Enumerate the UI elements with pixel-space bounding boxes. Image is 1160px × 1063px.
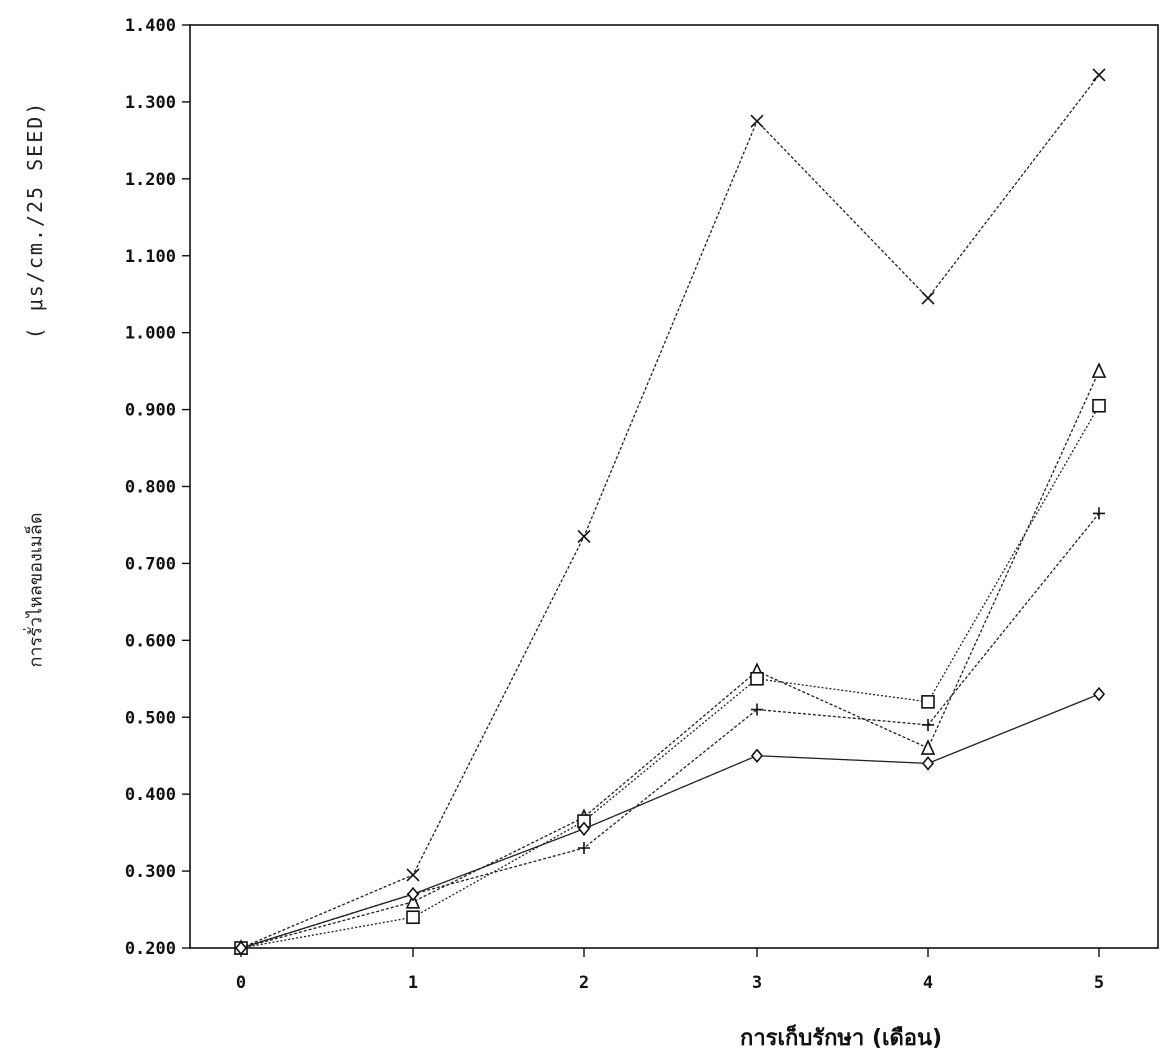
- data-point-diamond: [750, 748, 764, 763]
- series-line-triangle: [240, 370, 1100, 949]
- data-point-plus: [922, 718, 934, 731]
- data-point-plus: [1093, 507, 1105, 520]
- y-tick-label: 0.300: [125, 862, 176, 882]
- data-point-diamond: [921, 756, 935, 771]
- data-point-plus: [578, 842, 590, 855]
- x-tick-label: 5: [1094, 973, 1104, 993]
- x-tick-label: 3: [752, 973, 762, 993]
- data-point-x: [1092, 68, 1106, 82]
- y-tick-label: 1.400: [125, 16, 176, 36]
- series-line-x: [240, 74, 1100, 949]
- data-point-diamond: [406, 886, 420, 902]
- y-tick-label: 1.300: [125, 93, 176, 113]
- y-tick-label: 1.200: [125, 170, 176, 190]
- data-point-diamond: [1092, 686, 1106, 702]
- data-point-x: [577, 529, 591, 544]
- data-point-square: [1092, 398, 1106, 413]
- y-tick-label: 0.200: [125, 939, 176, 959]
- y-tick-label: 0.900: [125, 401, 176, 421]
- data-point-plus: [751, 703, 763, 716]
- data-point-x: [750, 114, 764, 128]
- series-line-square: [240, 405, 1100, 949]
- x-tick-label: 2: [579, 973, 589, 993]
- data-point-x: [406, 868, 420, 882]
- plot-frame: [189, 24, 1159, 949]
- data-point-square: [921, 695, 935, 709]
- data-point-triangle: [1091, 362, 1107, 378]
- series-line-diamond: [240, 693, 1100, 949]
- y-tick-label: 0.400: [125, 785, 176, 805]
- series-line-plus: [240, 513, 1100, 949]
- x-tick-label: 0: [236, 973, 246, 993]
- y-tick-label: 0.800: [125, 478, 176, 498]
- data-point-diamond: [234, 940, 248, 956]
- y-tick-label: 1.100: [125, 247, 176, 267]
- data-point-x: [921, 291, 935, 305]
- y-tick-label: 1.000: [125, 324, 176, 344]
- data-point-triangle: [920, 739, 936, 755]
- x-axis-label: การเก็บรักษา (เดือน): [740, 1026, 943, 1051]
- x-tick-label: 1: [408, 973, 418, 993]
- y-tick-label: 0.700: [125, 554, 176, 574]
- data-point-square: [750, 671, 764, 686]
- y-tick-label: 0.600: [125, 631, 176, 651]
- data-point-diamond: [577, 821, 591, 837]
- y-tick-label: 0.500: [125, 708, 176, 728]
- x-tick-label: 4: [923, 973, 933, 993]
- data-point-square: [406, 910, 420, 925]
